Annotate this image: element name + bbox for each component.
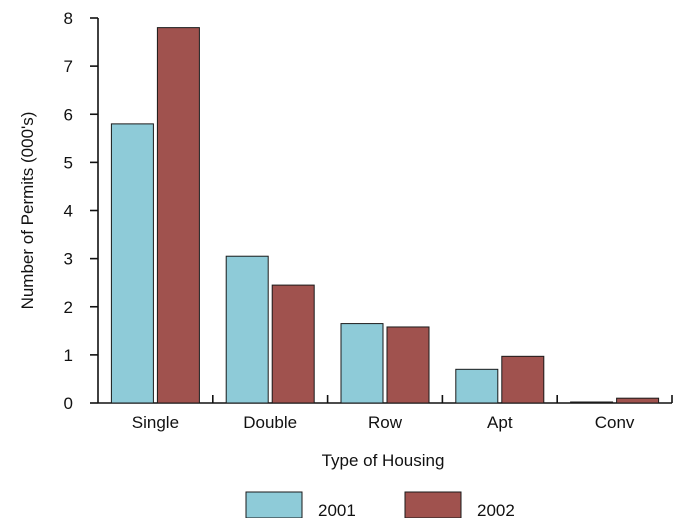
x-tick-label: Row [368, 413, 403, 432]
legend-swatch-2002 [404, 491, 462, 518]
bar-2001-conv [570, 401, 614, 404]
y-tick-label: 5 [64, 153, 73, 172]
x-tick-label: Single [132, 413, 179, 432]
bar-2002-row [386, 326, 430, 404]
y-tick-label: 4 [64, 202, 73, 221]
y-tick-label: 1 [64, 346, 73, 365]
bar-2002-single [156, 27, 200, 404]
y-axis-title: Number of Permits (000's) [18, 112, 37, 310]
bar-2002-apt [501, 355, 545, 404]
y-tick-label: 8 [64, 9, 73, 28]
bars [110, 27, 660, 404]
x-axis-ticks: Single Double Row Apt Conv [132, 395, 673, 432]
y-tick-label: 6 [64, 105, 73, 124]
bar-2002-conv [616, 397, 660, 404]
y-tick-label: 2 [64, 298, 73, 317]
bar-2001-single [110, 123, 154, 404]
legend-swatch-2001 [245, 491, 303, 518]
bar-2001-row [340, 323, 384, 404]
bar-2001-double [225, 255, 269, 404]
y-tick-label: 7 [64, 57, 73, 76]
legend: 2001 2002 [245, 491, 515, 518]
y-axis-ticks: 0 1 2 3 4 5 6 7 8 [64, 9, 98, 413]
legend-label: 2002 [477, 501, 515, 518]
y-tick-label: 0 [64, 394, 73, 413]
y-tick-label: 3 [64, 250, 73, 269]
bar-2002-double [271, 284, 315, 404]
x-tick-label: Double [243, 413, 297, 432]
legend-label: 2001 [318, 501, 356, 518]
x-tick-label: Apt [487, 413, 513, 432]
x-axis-title: Type of Housing [322, 451, 445, 470]
x-tick-label: Conv [595, 413, 635, 432]
bar-2001-apt [455, 368, 499, 404]
